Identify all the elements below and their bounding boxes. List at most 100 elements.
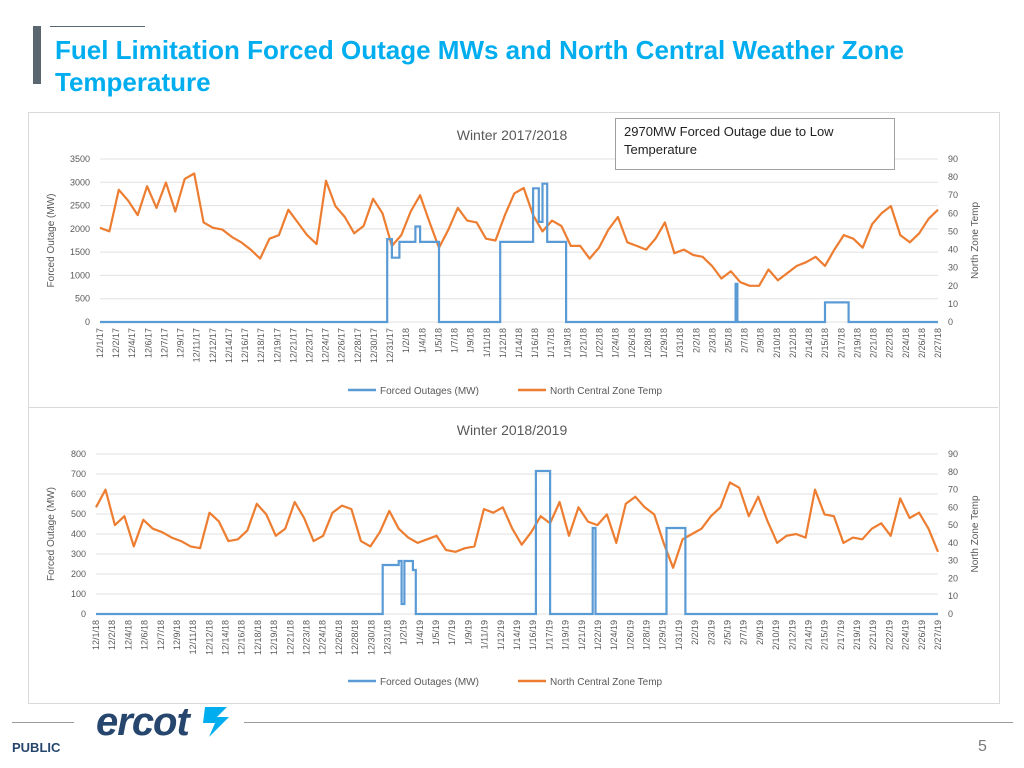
chart-title: Winter 2017/2018 [457,127,568,143]
x-tick-label: 1/12/18 [498,328,508,358]
x-tick-label: 1/5/18 [433,328,443,353]
title-rule [50,26,145,27]
x-tick-label: 12/26/17 [337,328,347,363]
x-tick-label: 12/30/18 [366,620,376,655]
x-tick-label: 12/21/17 [288,328,298,363]
x-tick-label: 1/17/18 [546,328,556,358]
x-tick-label: 2/3/18 [707,328,717,353]
x-tick-label: 12/30/17 [369,328,379,363]
x-tick-label: 1/28/18 [643,328,653,358]
footer-divider-left [12,722,74,723]
x-tick-label: 12/18/17 [256,328,266,363]
y2-tick-label: 20 [948,281,958,291]
x-tick-label: 1/19/19 [561,620,571,650]
ercot-logo: ercot [96,700,233,745]
x-tick-label: 12/24/17 [321,328,331,363]
y-tick-label: 1500 [70,247,90,257]
legend-label-temp: North Central Zone Temp [550,677,663,688]
x-tick-label: 12/6/17 [143,328,153,358]
legend-label-temp: North Central Zone Temp [550,386,663,397]
y-tick-label: 3500 [70,154,90,164]
x-tick-label: 1/19/18 [562,328,572,358]
x-tick-label: 1/22/18 [595,328,605,358]
y2-tick-label: 60 [948,502,958,512]
x-tick-label: 12/16/18 [237,620,247,655]
x-tick-label: 12/19/17 [272,328,282,363]
outage-annotation: 2970MW Forced Outage due to Low Temperat… [615,118,895,170]
x-tick-label: 12/18/18 [253,620,263,655]
x-tick-label: 1/28/19 [642,620,652,650]
x-tick-label: 2/14/18 [804,328,814,358]
x-tick-label: 12/7/17 [159,328,169,358]
y2-tick-label: 40 [948,538,958,548]
y2-tick-label: 10 [948,591,958,601]
x-tick-label: 1/9/19 [463,620,473,645]
y2-tick-label: 30 [948,556,958,566]
x-tick-label: 12/31/17 [385,328,395,363]
x-tick-label: 1/29/18 [659,328,669,358]
page-number: 5 [978,738,987,755]
x-tick-label: 12/12/17 [208,328,218,363]
y2-tick-label: 80 [948,172,958,182]
x-tick-label: 12/31/18 [382,620,392,655]
x-tick-label: 2/17/18 [836,328,846,358]
x-tick-label: 1/31/19 [674,620,684,650]
x-tick-label: 12/26/18 [334,620,344,655]
x-tick-label: 2/5/19 [723,620,733,645]
x-tick-label: 1/7/19 [447,620,457,645]
x-tick-label: 12/16/17 [240,328,250,363]
x-tick-label: 2/19/19 [852,620,862,650]
legend-label-outage: Forced Outages (MW) [380,386,479,397]
x-tick-label: 12/4/17 [127,328,137,358]
y2-axis-label: North Zone Temp [970,495,981,573]
chart-winter-2017-2018: Winter 2017/2018050010001500200025003000… [46,127,981,397]
y2-tick-label: 30 [948,263,958,273]
x-tick-label: 1/4/19 [415,620,425,645]
y2-tick-label: 60 [948,208,958,218]
y-tick-label: 800 [71,449,86,459]
y2-axis-label: North Zone Temp [970,202,981,280]
x-tick-label: 12/28/17 [353,328,363,363]
x-tick-label: 2/9/19 [755,620,765,645]
y-tick-label: 2500 [70,201,90,211]
x-tick-label: 1/11/19 [480,620,490,649]
y2-tick-label: 70 [948,485,958,495]
y-axis-label: Forced Outage (MW) [46,194,57,288]
y2-tick-label: 50 [948,226,958,236]
x-tick-label: 1/2/18 [401,328,411,353]
x-tick-label: 1/4/18 [417,328,427,353]
y2-tick-label: 50 [948,520,958,530]
ercot-logo-text: ercot [96,700,190,744]
x-tick-label: 12/19/18 [269,620,279,655]
x-tick-label: 1/21/18 [578,328,588,358]
x-tick-label: 2/7/18 [740,328,750,353]
temp-series-line [99,172,939,287]
footer-classification: PUBLIC [12,740,61,755]
x-tick-label: 12/1/17 [95,328,105,358]
x-tick-label: 12/21/18 [285,620,295,655]
x-tick-label: 2/3/19 [706,620,716,645]
x-tick-label: 2/26/18 [917,328,927,358]
y-axis-label: Forced Outage (MW) [46,487,57,581]
x-tick-label: 2/10/19 [771,620,781,650]
outage-series-line [96,469,938,616]
x-tick-label: 2/9/18 [756,328,766,353]
x-tick-label: 1/11/18 [482,328,492,357]
x-tick-label: 12/7/18 [156,620,166,650]
x-tick-label: 2/24/18 [901,328,911,358]
x-tick-label: 1/9/18 [466,328,476,353]
page-title: Fuel Limitation Forced Outage MWs and No… [55,35,904,97]
x-tick-label: 12/9/17 [176,328,186,358]
y-tick-label: 3000 [70,177,90,187]
x-tick-label: 2/27/19 [933,620,943,650]
x-tick-label: 12/6/18 [140,620,150,650]
y2-tick-label: 40 [948,245,958,255]
x-tick-label: 2/15/18 [820,328,830,358]
x-tick-label: 12/14/17 [224,328,234,363]
y-tick-label: 500 [75,294,90,304]
x-tick-label: 12/1/18 [91,620,101,650]
x-tick-label: 2/24/19 [901,620,911,650]
x-tick-label: 12/9/18 [172,620,182,650]
x-tick-label: 2/21/18 [869,328,879,358]
x-tick-label: 12/2/17 [111,328,121,358]
